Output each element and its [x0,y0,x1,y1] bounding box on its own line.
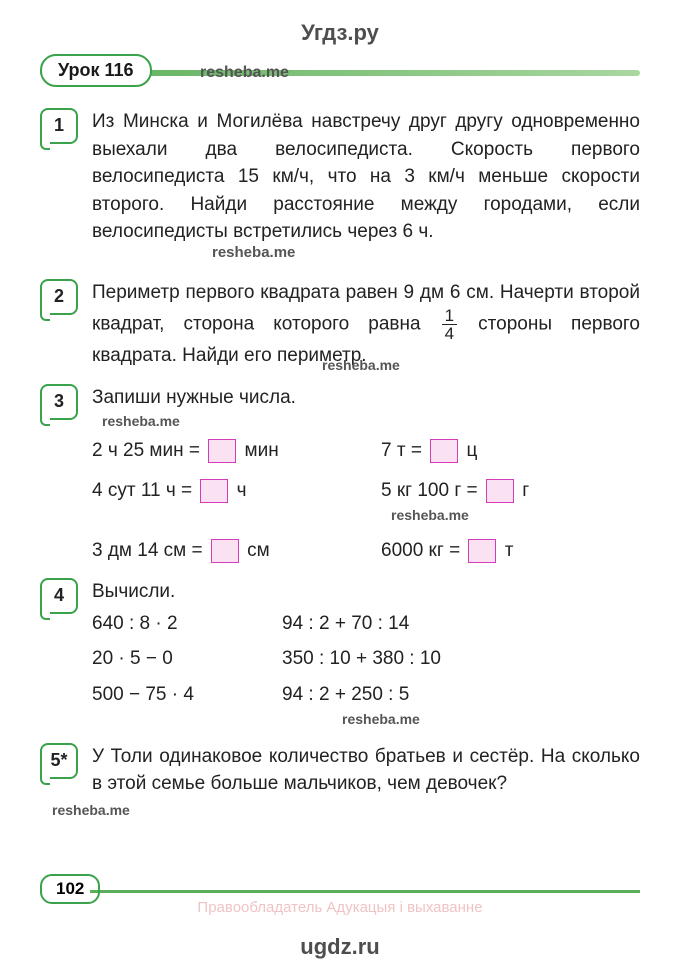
fraction-denominator: 4 [442,325,457,342]
problem-number: 2 [40,279,78,315]
conv-text: 3 дм 14 см = [92,540,208,561]
problem-number: 3 [40,384,78,420]
calc-cell: 350 : 10 + 380 : 10 [282,645,640,673]
conv-unit: см [242,540,270,561]
conv-text: 6000 кг = [381,540,465,561]
conv-cell: 4 сут 11 ч = ч [92,477,351,525]
problem-body: Из Минска и Могилёва навстречу друг друг… [92,108,640,265]
conv-unit: г [517,480,529,501]
calc-grid: 640 : 8 · 2 94 : 2 + 70 : 14 20 · 5 − 0 … [92,610,640,729]
problem-body: Запиши нужные числа. resheba.me 2 ч 25 м… [92,384,640,565]
conv-unit: мин [239,440,278,461]
footer-line [90,890,640,893]
conv-cell: 2 ч 25 мин = мин [92,437,351,465]
calc-cell: 94 : 2 + 250 : 5 resheba.me [282,681,640,729]
bottom-watermark: ugdz.ru [40,934,640,960]
copyright-faded: Правообладатель Адукацыя і выхаванне [40,899,640,916]
watermark-inline: resheba.me [342,709,640,729]
problem-title: Запиши нужные числа. [92,387,296,408]
conv-unit: ч [231,480,246,501]
calc-cell: 500 − 75 · 4 [92,681,282,729]
problem-2: 2 Периметр первого квадрата равен 9 дм 6… [40,279,640,369]
problem-text: У Толи одинаковое количество братьев и с… [92,746,640,795]
watermark-inline: resheba.me [102,411,640,431]
watermark-inline: resheba.me [200,64,289,82]
fraction: 14 [442,307,457,342]
top-watermark: Угдз.ру [40,20,640,46]
calc-text: 94 : 2 + 250 : 5 [282,684,409,705]
lesson-pill: Урок 116 [40,54,152,87]
answer-box[interactable] [430,439,458,463]
conv-text: 7 т = [381,440,427,461]
page-footer: 102 [40,834,640,893]
watermark-inline: resheba.me [391,505,640,525]
problem-body: Вычисли. 640 : 8 · 2 94 : 2 + 70 : 14 20… [92,578,640,728]
watermark-inline: resheba.me [322,355,400,375]
conv-text: 2 ч 25 мин = [92,440,205,461]
watermark-inline: resheba.me [52,800,640,820]
conv-text: 4 сут 11 ч = [92,480,197,501]
problem-number: 1 [40,108,78,144]
problem-3: 3 Запиши нужные числа. resheba.me 2 ч 25… [40,384,640,565]
problem-4: 4 Вычисли. 640 : 8 · 2 94 : 2 + 70 : 14 … [40,578,640,728]
fraction-numerator: 1 [442,307,457,325]
problem-number: 4 [40,578,78,614]
problem-body: Периметр первого квадрата равен 9 дм 6 с… [92,279,640,369]
answer-box[interactable] [468,539,496,563]
conv-cell: 5 кг 100 г = г resheba.me [381,477,640,525]
answer-box[interactable] [208,439,236,463]
problem-number: 5* [40,743,78,779]
conv-cell: 3 дм 14 см = см [92,537,351,565]
problem-1: 1 Из Минска и Могилёва навстречу друг др… [40,108,640,265]
conv-text: 5 кг 100 г = [381,480,483,501]
calc-cell: 20 · 5 − 0 [92,645,282,673]
answer-box[interactable] [211,539,239,563]
page-number: 102 [40,874,100,904]
watermark-inline: resheba.me [212,242,640,264]
problem-title: Вычисли. [92,581,175,602]
conv-cell: 7 т = ц [381,437,640,465]
calc-cell: 94 : 2 + 70 : 14 [282,610,640,638]
problem-5: 5* У Толи одинаковое количество братьев … [40,743,640,820]
lesson-bar: Урок 116 resheba.me [40,54,640,90]
problem-text: Из Минска и Могилёва навстречу друг друг… [92,111,640,242]
page: Угдз.ру Урок 116 resheba.me 1 Из Минска … [0,0,680,980]
conv-unit: ц [461,440,477,461]
answer-box[interactable] [200,479,228,503]
conv-unit: т [499,540,513,561]
problem-body: У Толи одинаковое количество братьев и с… [92,743,640,820]
conv-cell: 6000 кг = т [381,537,640,565]
calc-cell: 640 : 8 · 2 [92,610,282,638]
conversion-grid: 2 ч 25 мин = мин 7 т = ц 4 сут 11 ч = ч … [92,437,640,564]
answer-box[interactable] [486,479,514,503]
